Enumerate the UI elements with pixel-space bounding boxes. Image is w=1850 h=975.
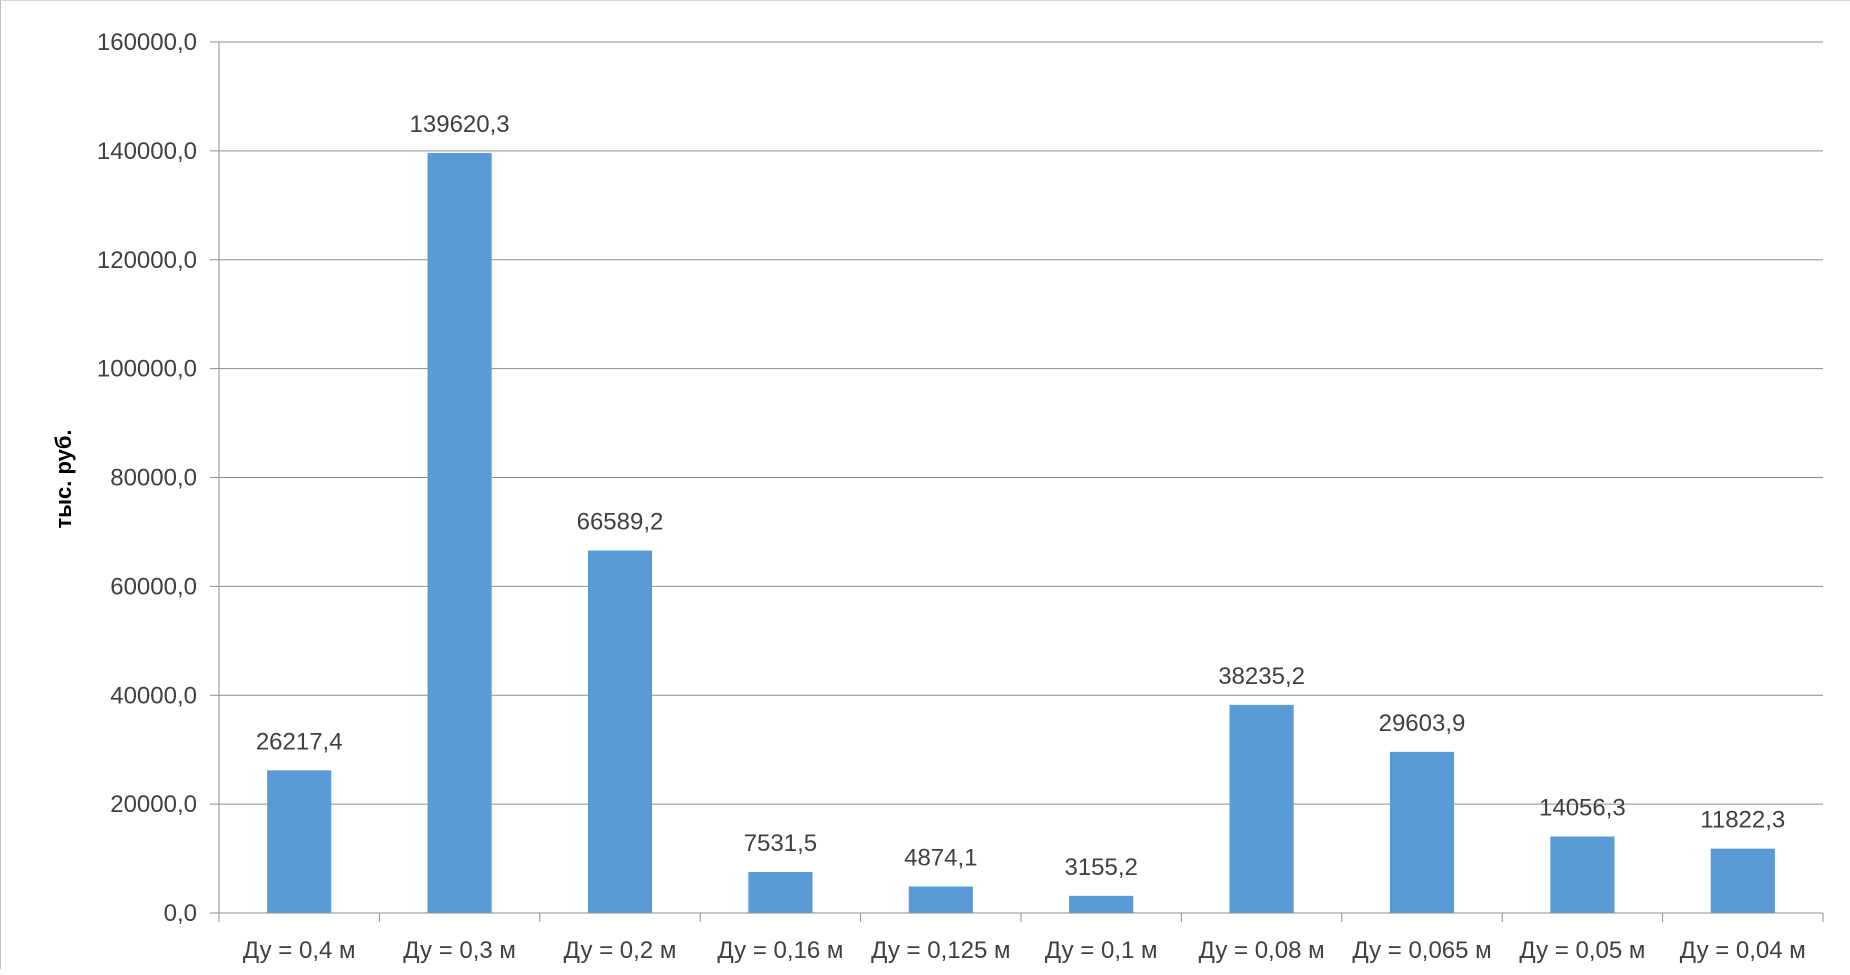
bar: [908, 886, 973, 913]
y-tick-label: 60000,0: [110, 573, 197, 600]
x-tick-label: Ду = 0,04 м: [1680, 937, 1806, 964]
bar: [1710, 848, 1775, 913]
x-tick-label: Ду = 0,125 м: [871, 937, 1010, 964]
bars: [267, 152, 1775, 913]
y-tick-labels: 0,0 20000,0 40000,0 60000,0 80000,0 100000,0 1…: [97, 29, 197, 927]
data-labels: 26217,4 139620,3 66589,2 7531,5 4874,1 3155,2…: [256, 111, 1785, 881]
y-tick-label: 80000,0: [110, 465, 197, 492]
data-label: 26217,4: [256, 728, 343, 755]
y-tick-label: 40000,0: [110, 682, 197, 709]
data-label: 3155,2: [1064, 854, 1137, 881]
x-tick-label: Ду = 0,08 м: [1199, 937, 1325, 964]
x-tick-label: Ду = 0,1 м: [1045, 937, 1158, 964]
bar: [1069, 895, 1134, 913]
bar: [1389, 751, 1455, 913]
data-label: 4874,1: [904, 844, 977, 871]
x-tick-label: Ду = 0,2 м: [564, 937, 677, 964]
data-label: 139620,3: [410, 111, 510, 138]
axes: [210, 41, 1824, 922]
y-axis-title: тыс. руб.: [51, 429, 76, 528]
y-tick-label: 140000,0: [97, 138, 197, 165]
y-tick-label: 120000,0: [97, 247, 197, 274]
x-tick-label: Ду = 0,3 м: [403, 937, 516, 964]
y-tick-label: 100000,0: [97, 356, 197, 383]
x-tick-label: Ду = 0,065 м: [1352, 937, 1491, 964]
bar: [1229, 704, 1294, 913]
x-tick-label: Ду = 0,16 м: [717, 937, 843, 964]
bar: [267, 770, 332, 913]
y-tick-label: 0,0: [164, 900, 197, 927]
bar: [427, 152, 492, 913]
data-label: 7531,5: [744, 830, 817, 857]
x-tick-label: Ду = 0,05 м: [1519, 937, 1645, 964]
bar: [1550, 836, 1615, 913]
data-label: 14056,3: [1539, 794, 1626, 821]
data-label: 29603,9: [1379, 710, 1466, 737]
bar: [587, 550, 653, 913]
y-tick-label: 160000,0: [97, 29, 197, 56]
data-label: 66589,2: [577, 509, 664, 536]
data-label: 38235,2: [1218, 663, 1305, 690]
x-tick-labels: Ду = 0,4 м Ду = 0,3 м Ду = 0,2 м Ду = 0,16 …: [243, 937, 1806, 964]
bar: [748, 872, 813, 913]
y-tick-label: 20000,0: [110, 791, 197, 818]
data-label: 11822,3: [1700, 807, 1785, 834]
x-tick-label: Ду = 0,4 м: [243, 937, 356, 964]
